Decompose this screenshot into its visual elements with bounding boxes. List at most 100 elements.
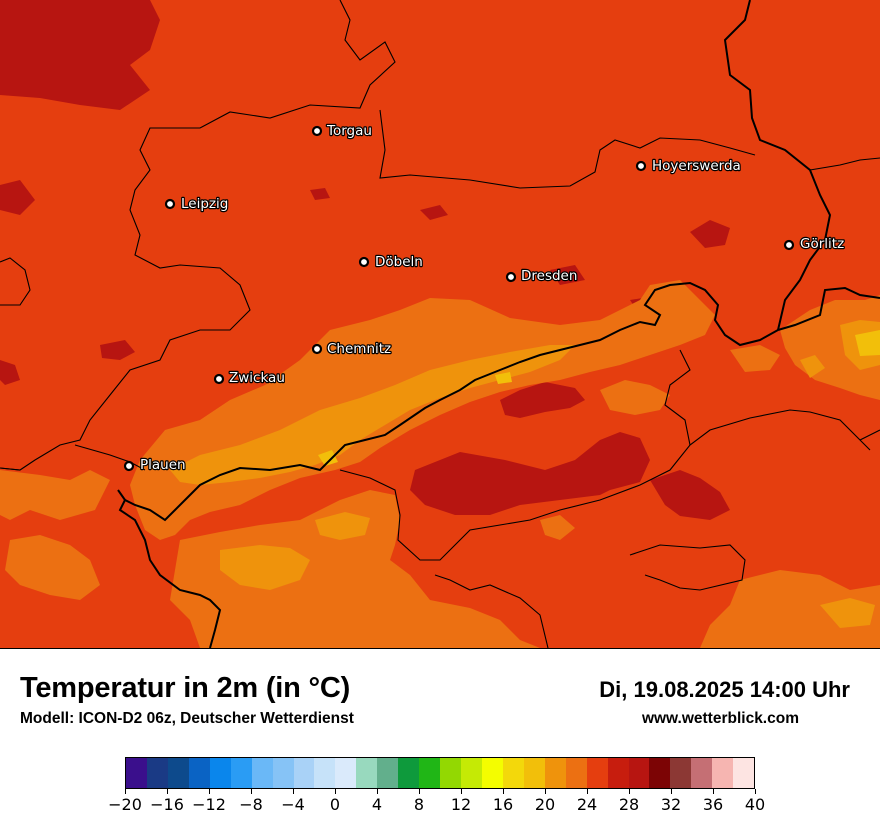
legend-tick-label: 0: [329, 795, 341, 814]
country-border: [723, 0, 832, 331]
chart-title: Temperatur in 2m (in °C): [20, 672, 351, 704]
forecast-datetime: Di, 19.08.2025 14:00 Uhr: [599, 677, 850, 702]
legend-color-segment: [398, 758, 420, 788]
city-markers: Torgau Hoyerswerda Leipzig Görlitz Döbel…: [123, 122, 845, 474]
legend-color-segment: [565, 758, 587, 788]
legend-color-segment: [146, 758, 168, 788]
state-border: [629, 544, 746, 591]
state-border: [0, 0, 396, 471]
city-dot: [213, 373, 225, 385]
legend-tick-label: 36: [702, 795, 724, 814]
city-label: Chemnitz: [327, 341, 391, 357]
legend-tick-label: 16: [492, 795, 514, 814]
model-source: Modell: ICON-D2 06z, Deutscher Wetterdie…: [20, 710, 354, 727]
state-border: [339, 409, 871, 561]
legend-color-segment: [419, 758, 441, 788]
temperature-zone-cooler-peaks: [318, 330, 880, 466]
color-legend-ticks: −20 −16 −12 −8 −4 0 4 8 12 16 20 24 28 32 36 40: [108, 789, 765, 829]
legend-tick-mark: [208, 789, 210, 794]
legend-color-segment: [209, 758, 231, 788]
legend-tick-mark: [586, 789, 588, 794]
temperature-zone-warm: [0, 0, 730, 520]
country-border: [117, 489, 126, 501]
borders: [0, 0, 880, 648]
state-border: [859, 429, 880, 441]
city-label: Zwickau: [229, 370, 285, 386]
legend-tick-label: −16: [150, 795, 184, 814]
legend-tick-label: 40: [744, 795, 766, 814]
state-border: [0, 467, 21, 471]
legend-tick-mark: [502, 789, 504, 794]
legend-color-segment: [670, 758, 692, 788]
legend-color-segment: [230, 758, 252, 788]
legend-tick-mark: [754, 789, 756, 794]
city-torgau[interactable]: Torgau: [311, 122, 373, 140]
legend-color-segment: [544, 758, 566, 788]
legend-color-segment: [440, 758, 461, 788]
city-label: Plauen: [140, 457, 186, 473]
legend-tick-mark: [334, 789, 336, 794]
color-legend: [125, 757, 755, 789]
legend-color-segment: [733, 758, 755, 788]
legend-color-segment: [461, 758, 482, 788]
temperature-map: Torgau Hoyerswerda Leipzig Görlitz Döbel…: [0, 0, 880, 649]
state-border: [809, 157, 880, 171]
legend-tick-label: −8: [239, 795, 263, 814]
legend-tick-label: 32: [660, 795, 682, 814]
city-dot: [164, 198, 176, 210]
legend-tick-mark: [460, 789, 462, 794]
legend-color-segment: [377, 758, 399, 788]
city-dot: [358, 256, 370, 268]
legend-tick-mark: [292, 789, 294, 794]
city-leipzig[interactable]: Leipzig: [164, 195, 230, 213]
city-dot: [505, 271, 517, 283]
legend-tick-mark: [418, 789, 420, 794]
legend-color-segment: [649, 758, 671, 788]
legend-color-segment: [272, 758, 294, 788]
city-plauen[interactable]: Plauen: [123, 456, 187, 474]
legend-tick-label: 4: [371, 795, 383, 814]
legend-tick-label: 12: [450, 795, 472, 814]
city-label: Dresden: [521, 268, 577, 284]
legend-color-segment: [126, 758, 147, 788]
city-zwickau[interactable]: Zwickau: [213, 369, 286, 387]
city-label: Hoyerswerda: [652, 158, 741, 174]
country-border: [118, 281, 779, 648]
city-chemnitz[interactable]: Chemnitz: [311, 340, 392, 358]
state-border: [0, 257, 31, 306]
legend-tick-mark: [250, 789, 252, 794]
legend-tick-mark: [376, 789, 378, 794]
legend-color-segment: [335, 758, 357, 788]
legend-tick-label: 28: [618, 795, 640, 814]
city-dot: [783, 239, 795, 251]
legend-color-segment: [314, 758, 336, 788]
legend-tick-label: 8: [413, 795, 425, 814]
legend-tick-label: 20: [534, 795, 556, 814]
legend-color-segment: [502, 758, 524, 788]
city-goerlitz[interactable]: Görlitz: [783, 235, 845, 253]
legend-color-segment: [188, 758, 210, 788]
city-dot: [311, 343, 323, 355]
legend-color-segment: [167, 758, 189, 788]
legend-tick-label: 24: [576, 795, 598, 814]
legend-color-segment: [586, 758, 608, 788]
city-dot: [123, 460, 135, 472]
legend-color-segment: [607, 758, 629, 788]
legend-color-segment: [523, 758, 545, 788]
legend-color-segment: [293, 758, 315, 788]
legend-tick-mark: [544, 789, 546, 794]
city-label: Döbeln: [375, 254, 423, 270]
legend-color-segment: [628, 758, 650, 788]
legend-tick-mark: [670, 789, 672, 794]
legend-tick-label: −20: [108, 795, 142, 814]
city-hoyerswerda[interactable]: Hoyerswerda: [635, 157, 742, 175]
city-label: Torgau: [326, 123, 372, 139]
city-doebeln[interactable]: Döbeln: [358, 253, 424, 271]
legend-color-segment: [712, 758, 734, 788]
legend-tick-label: −12: [192, 795, 226, 814]
state-border: [74, 444, 146, 471]
city-dresden[interactable]: Dresden: [505, 267, 579, 285]
legend-color-segment: [356, 758, 378, 788]
website-link[interactable]: www.wetterblick.com: [641, 710, 799, 727]
city-dot: [635, 160, 647, 172]
